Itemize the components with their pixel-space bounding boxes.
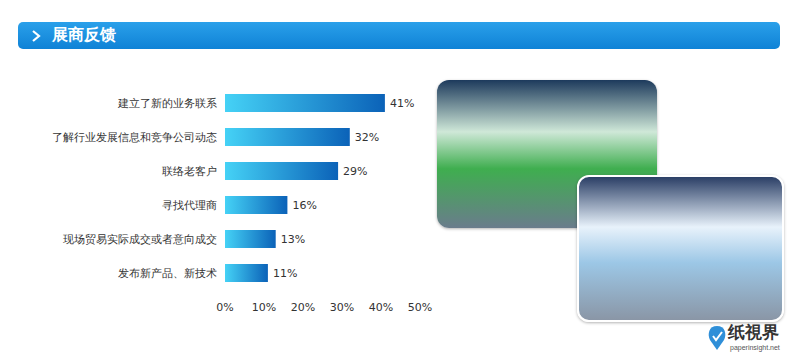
- svg-text:32%: 32%: [355, 131, 379, 144]
- svg-text:了解行业发展信息和竞争公司动态: 了解行业发展信息和竞争公司动态: [52, 131, 217, 144]
- svg-text:0%: 0%: [216, 301, 233, 314]
- html-text:展商反馈: 展商反馈: [52, 25, 116, 44]
- svg-text:现场贸易实际成交或者意向成交: 现场贸易实际成交或者意向成交: [63, 233, 217, 246]
- svg-text:20%: 20%: [291, 301, 315, 314]
- html-text:纸視界: 纸視界: [728, 322, 779, 342]
- svg-text:11%: 11%: [273, 267, 297, 280]
- svg-text:41%: 41%: [390, 97, 414, 110]
- svg-text:寻找代理商: 寻找代理商: [162, 199, 217, 212]
- svg-text:16%: 16%: [292, 199, 316, 212]
- svg-text:10%: 10%: [252, 301, 276, 314]
- svg-text:30%: 30%: [330, 301, 354, 314]
- svg-text:50%: 50%: [408, 301, 432, 314]
- svg-text:建立了新的业务联系: 建立了新的业务联系: [117, 97, 217, 110]
- html-text:paperinsight.net: paperinsight.net: [730, 344, 780, 351]
- svg-text:40%: 40%: [369, 301, 393, 314]
- svg-text:13%: 13%: [281, 233, 305, 246]
- svg-text:29%: 29%: [343, 165, 367, 178]
- svg-text:发布新产品、新技术: 发布新产品、新技术: [118, 267, 217, 280]
- svg-text:联络老客户: 联络老客户: [162, 165, 217, 178]
